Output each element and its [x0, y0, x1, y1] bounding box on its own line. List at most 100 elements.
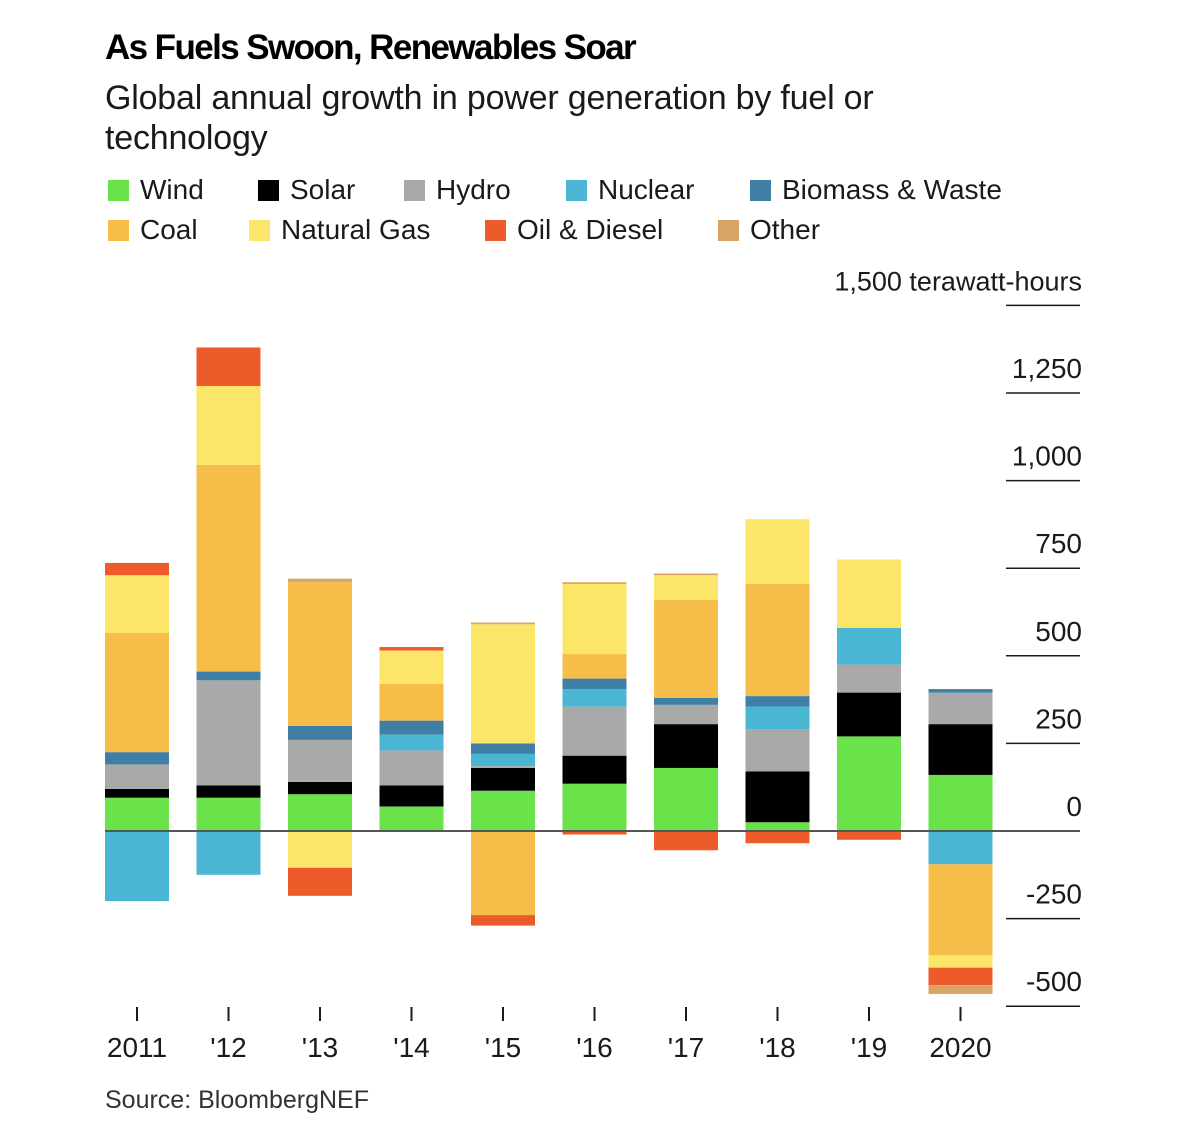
x-tick-label: '17 [668, 1032, 705, 1063]
legend-label-biomass-and-waste: Biomass & Waste [782, 174, 1002, 205]
bar-segment-nuclear [379, 734, 444, 751]
bar-segment-coal [471, 831, 535, 916]
bar-segment-natural-gas [196, 385, 261, 465]
chart-title: As Fuels Swoon, Renewables Soar [105, 28, 637, 67]
bar-segment-solar [928, 724, 993, 775]
bar-segment-nuclear [562, 689, 627, 707]
legend-swatch-solar [258, 179, 279, 201]
legend-item-hydro: Hydro [404, 172, 511, 208]
y-tick-label: 1,250 [1012, 353, 1082, 384]
bar-segment-biomass-and-waste [196, 671, 261, 681]
y-tick-label: 1,500 terawatt-hours [834, 266, 1082, 296]
bar-segment-hydro [837, 664, 901, 693]
bar-segment-wind [471, 790, 535, 831]
legend-label-solar: Solar [290, 174, 356, 205]
bar-segment-hydro [288, 739, 352, 782]
bar-segment-biomass-and-waste [654, 697, 718, 705]
y-tick-label: 250 [1035, 703, 1082, 734]
bar-segment-other [654, 573, 718, 576]
legend-item-other: Other [718, 212, 820, 248]
bar-segment-coal [745, 583, 810, 697]
bar-segment-hydro [105, 764, 169, 789]
x-tick-label: '14 [393, 1032, 430, 1063]
bar-segment-solar [196, 785, 261, 798]
legend-swatch-other [718, 219, 739, 241]
bar-segment-wind [196, 797, 261, 831]
bar-segment-coal [562, 654, 627, 679]
bar-segment-nuclear [745, 706, 810, 730]
bar-segment-nuclear [928, 831, 993, 865]
legend-swatch-biomass-and-waste [750, 179, 771, 201]
y-tick-label: 1,000 [1012, 441, 1082, 472]
chart-subtitle: Global annual growth in power generation… [105, 79, 874, 157]
legend-item-biomass-and-waste: Biomass & Waste [750, 172, 1002, 208]
bar-segment-other [928, 985, 993, 994]
bar-segment-wind [562, 783, 627, 831]
source-note: Source: BloombergNEF [105, 1086, 370, 1114]
legend-label-natural-gas: Natural Gas [281, 214, 431, 245]
gridlines [1006, 304, 1080, 1007]
x-tick-label: '18 [759, 1032, 796, 1063]
bar-segment-nuclear [196, 831, 261, 875]
bar-segment-oil-and-diesel [562, 831, 627, 835]
bar-segment-coal [654, 599, 718, 698]
bar-segment-oil-and-diesel [928, 967, 993, 986]
legend-item-oil-and-diesel: Oil & Diesel [485, 212, 663, 248]
bar-segment-coal [105, 633, 169, 753]
bar-segment-oil-and-diesel [745, 831, 810, 844]
bar-segment-other [471, 622, 535, 625]
legend-swatch-coal [108, 219, 129, 241]
bar-segment-natural-gas [654, 575, 718, 600]
legend-item-natural-gas: Natural Gas [249, 212, 430, 248]
legend-label-oil-and-diesel: Oil & Diesel [517, 214, 664, 245]
legend-item-coal: Coal [108, 212, 198, 248]
bar-segment-nuclear [471, 753, 535, 767]
y-tick-label: -250 [1026, 879, 1082, 910]
bar-segment-biomass-and-waste [105, 752, 169, 765]
y-tick-label: -500 [1026, 966, 1082, 997]
legend-item-nuclear: Nuclear [566, 172, 694, 208]
bar-segment-natural-gas [471, 624, 535, 744]
bar-segment-wind [837, 736, 901, 831]
x-tick-label: '12 [210, 1032, 247, 1063]
bar-segment-biomass-and-waste [562, 678, 627, 690]
legend-label-coal: Coal [140, 214, 198, 245]
x-tick-label: 2020 [929, 1032, 991, 1063]
bar-segment-nuclear [837, 627, 901, 665]
bar-segment-solar [471, 767, 535, 791]
bar-segment-other [562, 582, 627, 584]
bar-segment-other [288, 578, 352, 583]
x-tick-label: '16 [576, 1032, 613, 1063]
bar-segment-wind [105, 797, 169, 831]
bar-segment-nuclear [105, 831, 169, 902]
bar-segment-solar [105, 788, 169, 798]
legend-label-hydro: Hydro [436, 174, 511, 205]
bar-segment-oil-and-diesel [288, 867, 352, 896]
x-tick-label: '15 [485, 1032, 522, 1063]
bar-segment-wind [745, 822, 810, 831]
bar-segment-biomass-and-waste [745, 696, 810, 707]
bar-segment-biomass-and-waste [379, 720, 444, 735]
legend-label-nuclear: Nuclear [598, 174, 695, 205]
bar-segment-hydro [745, 729, 810, 772]
bar-segment-biomass-and-waste [288, 725, 352, 740]
bar-segment-wind [379, 806, 444, 831]
bar-segment-oil-and-diesel [196, 347, 261, 386]
legend-item-solar: Solar [258, 172, 355, 208]
y-tick-label: 750 [1035, 528, 1082, 559]
x-tick-label: 2011 [107, 1032, 167, 1063]
bar-segment-biomass-and-waste [471, 743, 535, 754]
bar-segment-wind [288, 794, 352, 831]
bar-segment-natural-gas [562, 583, 627, 655]
bar-segment-natural-gas [745, 519, 810, 584]
legend-swatch-natural-gas [249, 219, 270, 241]
bar-segment-solar [288, 781, 352, 795]
bar-segment-oil-and-diesel [379, 647, 444, 651]
bar-segment-wind [928, 774, 993, 831]
bar-segment-natural-gas [928, 955, 993, 968]
bar-segment-solar [379, 785, 444, 807]
y-tick-label: 0 [1066, 791, 1082, 822]
legend-item-wind: Wind [108, 172, 204, 208]
legend-swatch-oil-and-diesel [485, 219, 506, 241]
